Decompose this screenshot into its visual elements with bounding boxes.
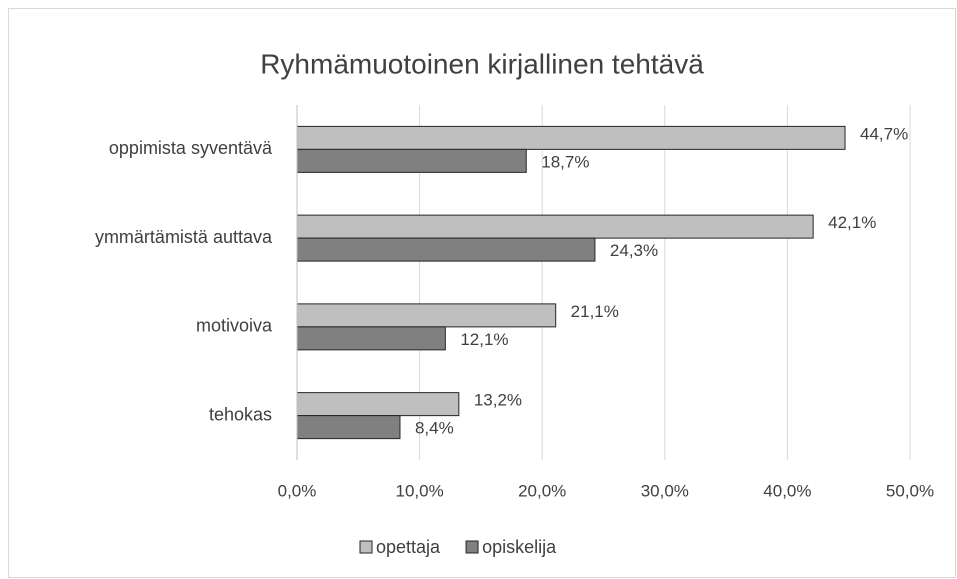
value-label: 13,2% <box>474 391 522 410</box>
legend-swatch <box>359 540 373 554</box>
bar <box>296 148 527 173</box>
value-label: 24,3% <box>610 241 658 260</box>
bar <box>296 392 460 417</box>
legend-label: opiskelija <box>482 537 557 557</box>
bar <box>296 415 401 440</box>
value-label: 21,1% <box>571 302 619 321</box>
value-label: 42,1% <box>828 213 876 232</box>
y-tick-label: tehokas <box>209 404 272 424</box>
x-tick-label: 40,0% <box>763 481 811 500</box>
value-label: 12,1% <box>460 330 508 349</box>
bar <box>296 326 446 351</box>
legend-label: opettaja <box>376 537 441 557</box>
x-tick-label: 10,0% <box>395 481 443 500</box>
y-tick-label: motivoiva <box>196 316 273 336</box>
bar <box>296 125 846 150</box>
bar <box>296 237 596 262</box>
y-tick-label: oppimista syventävä <box>109 138 273 158</box>
chart-border <box>8 8 956 578</box>
x-tick-label: 0,0% <box>278 481 317 500</box>
legend-swatch <box>465 540 479 554</box>
bar <box>296 214 814 239</box>
y-tick-label: ymmärtämistä auttava <box>95 227 273 247</box>
x-tick-label: 50,0% <box>886 481 934 500</box>
bar <box>296 303 557 328</box>
value-label: 44,7% <box>860 124 908 143</box>
value-label: 8,4% <box>415 419 454 438</box>
value-label: 18,7% <box>541 152 589 171</box>
chart-title: Ryhmämuotoinen kirjallinen tehtävä <box>260 48 704 79</box>
x-tick-label: 20,0% <box>518 481 566 500</box>
x-tick-label: 30,0% <box>641 481 689 500</box>
